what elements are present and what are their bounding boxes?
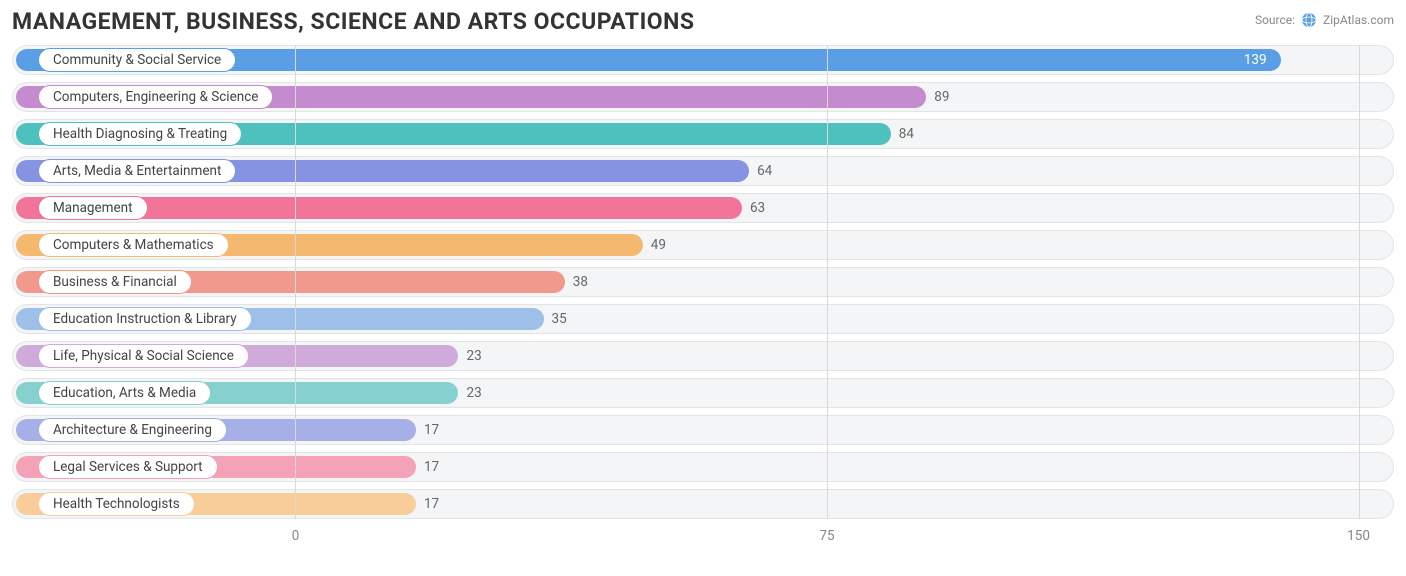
gridline [295,45,296,519]
bar-label: Community & Social Service [38,48,236,72]
bar-value: 63 [750,200,765,216]
gridline [1359,45,1360,519]
bar-row: Architecture & Engineering 17 [12,415,1394,445]
x-axis: 0 75 150 [12,526,1394,546]
bar-value: 64 [757,163,772,179]
bar-row: Management 63 [12,193,1394,223]
bar-row: Health Technologists 17 [12,489,1394,519]
bar-value: 17 [424,496,439,512]
bar-value: 84 [899,126,914,142]
bar-label: Arts, Media & Entertainment [38,159,236,183]
bar-label: Education Instruction & Library [38,307,252,331]
bar-row: Legal Services & Support 17 [12,452,1394,482]
bar-row: Business & Financial 38 [12,267,1394,297]
bar-value: 17 [424,459,439,475]
bar-label: Life, Physical & Social Science [38,344,249,368]
chart-plot: Community & Social Service 139 Computers, … [12,45,1394,519]
axis-tick: 0 [292,528,300,544]
bar-label: Legal Services & Support [38,455,218,479]
source-label: Source: [1255,13,1295,27]
bar-label: Health Diagnosing & Treating [38,122,242,146]
bar-row: Education Instruction & Library 35 [12,304,1394,334]
source-name: ZipAtlas.com [1323,13,1394,27]
chart-header: MANAGEMENT, BUSINESS, SCIENCE AND ARTS O… [12,8,1394,35]
bar-label: Health Technologists [38,492,195,516]
bar-value: 139 [1244,52,1267,68]
chart-title: MANAGEMENT, BUSINESS, SCIENCE AND ARTS O… [12,8,695,35]
bar-label: Architecture & Engineering [38,418,227,442]
bar-value: 38 [573,274,588,290]
bar-row: Computers, Engineering & Science 89 [12,82,1394,112]
bar-row: Arts, Media & Entertainment 64 [12,156,1394,186]
bar-row: Life, Physical & Social Science 23 [12,341,1394,371]
bar-value: 89 [934,89,949,105]
bar-label: Computers, Engineering & Science [38,85,273,109]
bar-value: 35 [552,311,567,327]
bar-value: 23 [466,385,481,401]
axis-tick: 75 [819,528,834,544]
bar-label: Education, Arts & Media [38,381,211,405]
bar-row: Computers & Mathematics 49 [12,230,1394,260]
bar-row: Health Diagnosing & Treating 84 [12,119,1394,149]
bar-value: 23 [466,348,481,364]
source-attribution: Source: ZipAtlas.com [1255,8,1394,28]
bar-row: Community & Social Service 139 [12,45,1394,75]
chart-area: Community & Social Service 139 Computers, … [12,45,1394,568]
bar-value: 49 [651,237,666,253]
axis-tick: 150 [1347,528,1370,544]
bar-label: Computers & Mathematics [38,233,229,257]
bar-value: 17 [424,422,439,438]
bars-container: Community & Social Service 139 Computers, … [12,45,1394,519]
bar-label: Business & Financial [38,270,192,294]
source-logo-icon [1301,12,1317,28]
bar-label: Management [38,196,148,220]
bar-row: Education, Arts & Media 23 [12,378,1394,408]
gridline [827,45,828,519]
